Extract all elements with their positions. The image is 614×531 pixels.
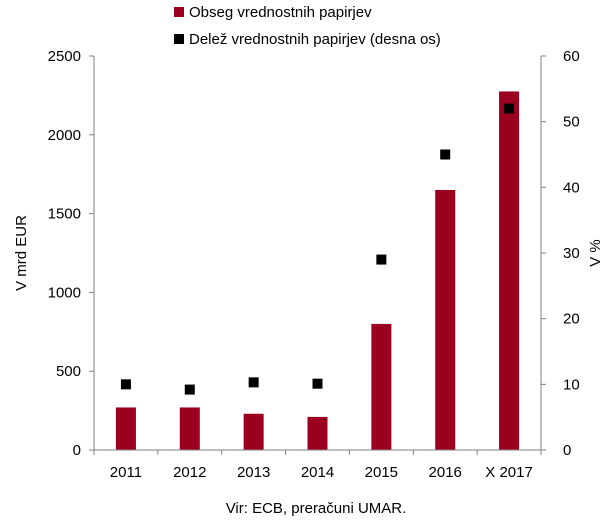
x-tick-label: 2011 [110,464,142,481]
bar [179,407,200,450]
bar [499,91,520,451]
y-axis-title-left: V mrd EUR [13,215,30,291]
share-marker [184,384,195,395]
y-tick-label-left: 2500 [48,48,81,65]
y-tick-label-right: 40 [563,179,580,196]
x-tick-label: 2015 [365,464,398,481]
y-tick-label-left: 0 [73,442,81,459]
y-axis-title-right: V % [587,239,604,267]
y-ticks-right: 0 10 20 30 40 50 60 [541,48,580,459]
bar [371,323,392,450]
y-tick-label-right: 50 [563,114,580,131]
bar [243,413,264,450]
markers-layer [120,103,515,395]
share-marker [248,377,259,388]
y-tick-label-right: 10 [563,376,580,393]
y-tick-label-right: 0 [563,442,571,459]
share-marker [312,378,323,389]
share-marker [504,103,515,114]
share-marker [376,254,387,265]
bar [435,189,456,450]
y-ticks-left: 0 500 1000 1500 2000 2500 [48,48,94,459]
x-tick-label: 2016 [429,464,462,481]
x-tick-label: X 2017 [485,464,533,481]
y-tick-label-right: 60 [563,48,580,65]
source-note: Vir: ECB, preračuni UMAR. [226,500,407,517]
legend-label-marker: Delež vrednostnih papirjev (desna os) [189,31,441,48]
bar [307,416,328,450]
bar [115,407,136,450]
y-tick-label-left: 2000 [48,127,81,144]
x-tick-label: 2014 [301,464,334,481]
bars-layer [115,91,520,451]
legend: Obseg vrednostnih papirjev Delež vrednos… [174,4,441,48]
legend-swatch-marker [174,34,184,44]
x-ticks: 2011 2012 2013 2014 2015 2016 X 2017 [93,450,542,481]
share-marker [440,149,451,160]
x-tick-label: 2012 [173,464,206,481]
y-tick-label-left: 500 [56,363,81,380]
x-tick-label: 2013 [237,464,270,481]
share-marker [120,379,131,390]
y-tick-label-left: 1500 [48,206,81,223]
y-tick-label-right: 30 [563,245,580,262]
legend-swatch-bar [174,7,184,17]
legend-label-bar: Obseg vrednostnih papirjev [189,4,372,21]
y-tick-label-left: 1000 [48,284,81,301]
y-tick-label-right: 20 [563,311,580,328]
